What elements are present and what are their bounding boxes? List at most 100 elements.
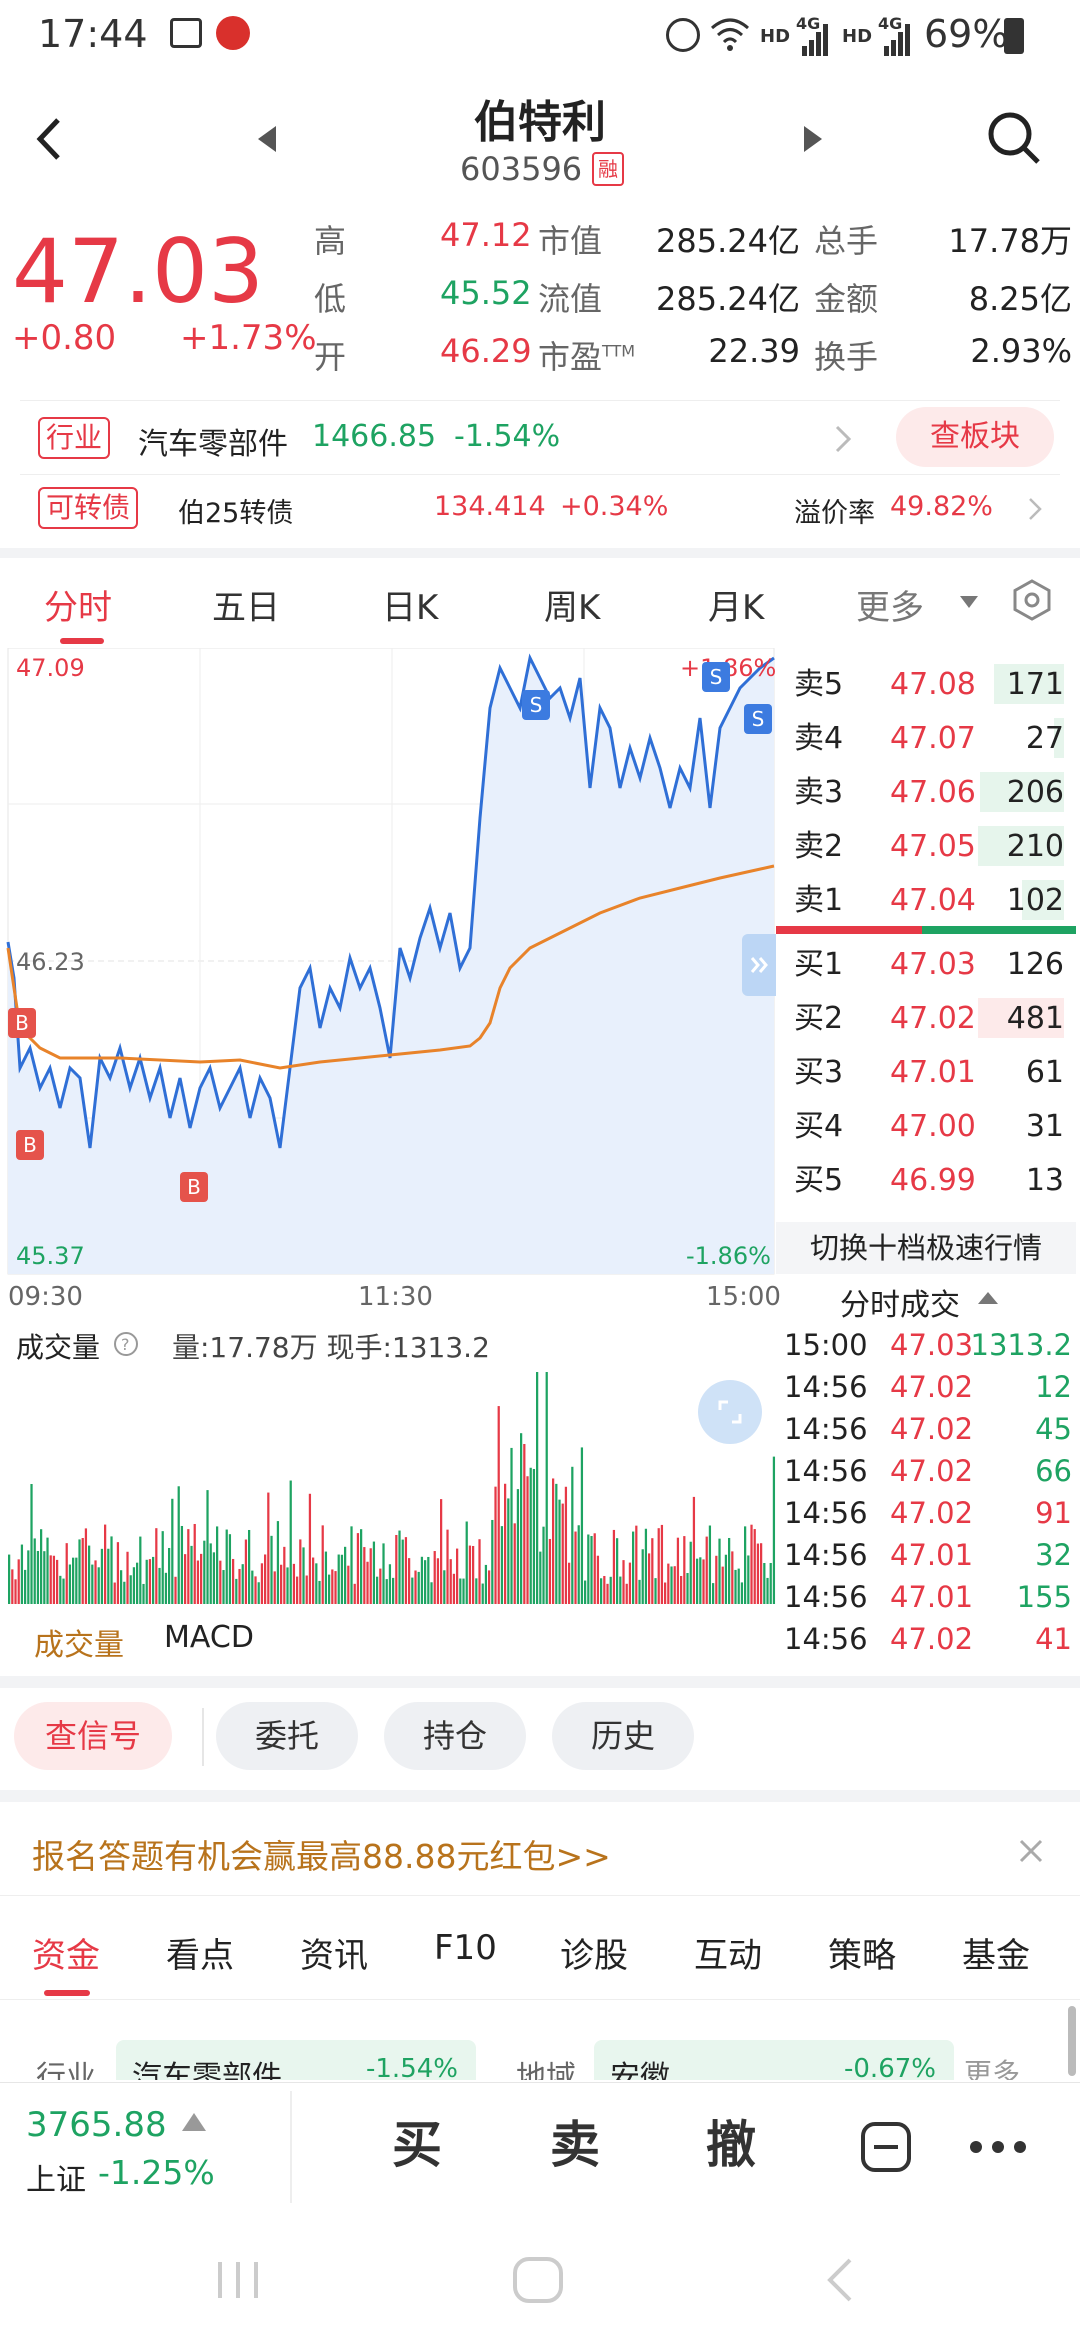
convertible-bond-row[interactable]: 可转债 伯25转债 134.414 +0.34% 溢价率 49.82% xyxy=(20,474,1060,546)
volume-bar xyxy=(456,1548,459,1604)
tab-five-day[interactable]: 五日 xyxy=(212,588,280,628)
ask-3-price: 47.06 xyxy=(890,775,976,810)
volume-bar xyxy=(14,1579,17,1604)
tab-daily-k[interactable]: 日K xyxy=(382,588,439,628)
recent-apps-icon[interactable] xyxy=(214,2258,262,2302)
volume-bar xyxy=(238,1568,241,1604)
tick-list[interactable]: 15:00 47.03 1313.2 14:56 47.02 12 14:56 … xyxy=(780,1324,1076,1668)
volume-bar xyxy=(75,1557,78,1604)
volume-bar xyxy=(404,1537,408,1604)
tab-f10[interactable]: F10 xyxy=(434,1928,497,1968)
minimize-icon[interactable] xyxy=(860,2121,912,2173)
sell-marker[interactable]: S xyxy=(744,704,772,734)
tab-diagnosis[interactable]: 诊股 xyxy=(560,1936,628,1976)
volume-bar xyxy=(56,1559,59,1604)
volume-bar xyxy=(619,1576,622,1604)
volume-bar xyxy=(561,1503,564,1604)
industry-row[interactable]: 行业 汽车零部件 1466.85 -1.54% 查板块 xyxy=(20,400,1060,472)
tab-monthly-k[interactable]: 月K xyxy=(708,588,765,628)
tab-weekly-k[interactable]: 周K xyxy=(544,588,601,628)
tab-strategy[interactable]: 策略 xyxy=(828,1936,896,1976)
volume-bar xyxy=(46,1537,49,1604)
volume-bar xyxy=(139,1536,142,1604)
tab-funds[interactable]: 资金 xyxy=(32,1936,100,1976)
volume-bar xyxy=(529,1467,532,1604)
volume-bar xyxy=(116,1542,120,1604)
buy-marker[interactable]: B xyxy=(16,1130,44,1160)
next-stock-icon[interactable] xyxy=(800,124,826,154)
more-icon[interactable] xyxy=(968,2139,1028,2155)
tab-fund[interactable]: 基金 xyxy=(962,1936,1030,1976)
tab-intraday[interactable]: 分时 xyxy=(44,588,112,628)
volume-bar xyxy=(699,1557,702,1604)
promo-banner[interactable]: 报名答题有机会赢最高88.88元红包>> xyxy=(0,1806,1080,1896)
orders-button[interactable]: 委托 xyxy=(216,1702,358,1770)
back-icon[interactable] xyxy=(34,116,64,162)
volume-bar xyxy=(539,1551,542,1604)
check-signal-button[interactable]: 查信号 xyxy=(14,1702,172,1770)
ask-5-depth-bar xyxy=(994,664,1064,704)
sort-up-icon[interactable] xyxy=(976,1290,1000,1306)
volume-bar xyxy=(196,1560,200,1604)
help-icon[interactable]: ? xyxy=(112,1330,140,1358)
sell-marker[interactable]: S xyxy=(522,690,550,720)
volume-bar xyxy=(436,1558,440,1604)
expand-orderbook-handle[interactable] xyxy=(742,934,776,996)
positions-button[interactable]: 持仓 xyxy=(384,1702,526,1770)
settings-hexagon-icon[interactable] xyxy=(1010,578,1054,622)
search-icon[interactable] xyxy=(986,110,1042,166)
home-icon[interactable] xyxy=(512,2256,564,2304)
volume-bar xyxy=(702,1559,705,1604)
peek-industry-card[interactable]: 汽车零部件 -1.54% xyxy=(116,2040,476,2080)
history-button[interactable]: 历史 xyxy=(552,1702,694,1770)
buy-marker[interactable]: B xyxy=(180,1172,208,1202)
ask-1-label: 卖1 xyxy=(794,883,844,918)
volume-bar xyxy=(632,1531,635,1604)
tab-more[interactable]: 更多 xyxy=(856,588,924,628)
buy-marker[interactable]: B xyxy=(8,1008,36,1038)
prev-stock-icon[interactable] xyxy=(254,124,280,154)
tab-news[interactable]: 资讯 xyxy=(300,1936,368,1976)
sell-button[interactable]: 卖 xyxy=(550,2116,600,2174)
volume-bar xyxy=(747,1555,750,1604)
tab-volume[interactable]: 成交量 xyxy=(34,1628,124,1663)
dropdown-icon[interactable] xyxy=(958,594,980,610)
active-tab-indicator xyxy=(44,1990,90,1996)
volume-bar xyxy=(136,1562,139,1604)
margin-badge: 融 xyxy=(592,152,624,186)
volume-bar xyxy=(113,1582,116,1604)
bid-4-price: 47.00 xyxy=(890,1109,976,1144)
index-name: 上证 xyxy=(26,2163,86,2198)
index-value[interactable]: 3765.88 xyxy=(26,2105,167,2145)
promo-text[interactable]: 报名答题有机会赢最高88.88元红包>> xyxy=(32,1837,611,1876)
volume-bar xyxy=(312,1557,315,1604)
tab-macd[interactable]: MACD xyxy=(164,1620,254,1655)
fullscreen-button[interactable] xyxy=(698,1380,762,1444)
price-change: +0.80 xyxy=(12,318,117,358)
bid-5-vol: 13 xyxy=(1025,1163,1064,1198)
peek-region-card[interactable]: 安徽 -0.67% xyxy=(594,2040,954,2080)
scrollbar-thumb[interactable] xyxy=(1068,2006,1076,2076)
volume-bar xyxy=(264,1554,267,1604)
volume-bar xyxy=(324,1551,328,1604)
volume-bar xyxy=(398,1530,401,1604)
tab-highlights[interactable]: 看点 xyxy=(166,1936,234,1976)
close-icon[interactable] xyxy=(1018,1838,1044,1864)
tab-interaction[interactable]: 互动 xyxy=(694,1936,762,1976)
view-sector-button[interactable]: 查板块 xyxy=(896,407,1054,467)
volume-bar xyxy=(232,1558,235,1604)
back-nav-icon[interactable] xyxy=(822,2256,856,2304)
volume-bar xyxy=(507,1498,510,1604)
ticks-title[interactable]: 分时成交 xyxy=(840,1288,960,1323)
peek-more[interactable]: 更多 xyxy=(964,2057,1021,2080)
volume-bar xyxy=(328,1574,331,1604)
average-price-line xyxy=(6,864,775,1070)
switch-level10-button[interactable]: 切换十档极速行情 xyxy=(776,1222,1076,1274)
premium-value: 49.82% xyxy=(890,491,993,522)
chart-price-high: 47.09 xyxy=(16,654,85,682)
volume-bar xyxy=(654,1578,657,1604)
sell-marker[interactable]: S xyxy=(702,662,730,692)
cancel-order-button[interactable]: 撤 xyxy=(706,2116,756,2174)
buy-button[interactable]: 买 xyxy=(392,2116,442,2174)
expand-up-icon[interactable] xyxy=(180,2111,208,2133)
